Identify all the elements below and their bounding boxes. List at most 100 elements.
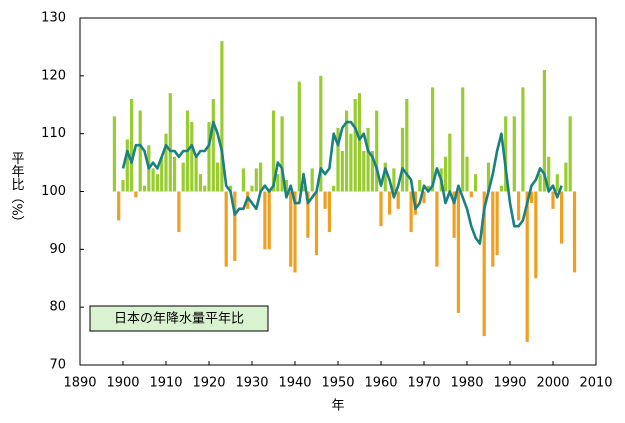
- bar: [525, 191, 529, 342]
- bar: [370, 151, 374, 192]
- bar: [568, 116, 572, 192]
- y-tick-label: 130: [41, 11, 66, 26]
- bar: [495, 191, 499, 256]
- bar: [349, 133, 353, 192]
- y-tick-label: 100: [41, 184, 66, 199]
- bar: [164, 133, 168, 192]
- bar: [284, 179, 288, 192]
- bar: [224, 191, 228, 267]
- y-tick-label: 120: [41, 68, 66, 83]
- bar: [233, 191, 237, 261]
- bar: [426, 185, 430, 192]
- bar: [190, 122, 194, 192]
- bar: [392, 168, 396, 192]
- bar: [138, 110, 142, 192]
- bar: [267, 191, 271, 250]
- bar: [276, 174, 280, 192]
- bar: [418, 179, 422, 192]
- y-axis-label: 平年比（%）: [9, 151, 25, 228]
- bar: [405, 98, 409, 192]
- x-tick-label: 2010: [579, 376, 612, 391]
- bar: [130, 98, 134, 192]
- bar: [112, 116, 116, 192]
- bar: [512, 116, 516, 192]
- bar: [280, 116, 284, 192]
- x-tick-label: 1970: [407, 376, 440, 391]
- bar: [461, 87, 465, 192]
- bar: [431, 87, 435, 192]
- line-series: [121, 120, 563, 245]
- x-tick-label: 1910: [149, 376, 182, 391]
- bar: [551, 191, 555, 209]
- bar: [555, 174, 559, 192]
- bar: [310, 168, 314, 192]
- bar: [443, 156, 448, 192]
- x-tick-label: 1980: [450, 376, 483, 391]
- y-tick-label: 90: [49, 242, 66, 257]
- x-tick-label: 2000: [536, 376, 569, 391]
- bar: [486, 162, 491, 192]
- bar: [388, 191, 392, 215]
- bar: [306, 191, 310, 238]
- bar: [228, 185, 233, 192]
- bar: [517, 191, 521, 221]
- legend-text: 日本の年降水量平年比: [114, 312, 244, 327]
- bar: [314, 191, 319, 256]
- bar: [345, 110, 349, 192]
- bar: [383, 162, 387, 192]
- bar: [181, 162, 185, 192]
- x-axis-label: 年: [331, 399, 344, 414]
- bar: [254, 168, 258, 192]
- bar: [117, 191, 121, 221]
- bar: [207, 122, 211, 192]
- bar: [366, 127, 370, 192]
- bar: [297, 81, 301, 192]
- x-tick-label: 1900: [106, 376, 139, 391]
- bar: [134, 191, 138, 198]
- bar: [289, 191, 293, 267]
- bar: [263, 191, 267, 250]
- bar: [564, 162, 568, 192]
- bar: [327, 191, 331, 232]
- bar: [293, 191, 297, 273]
- bar: [168, 93, 172, 192]
- bar: [534, 191, 538, 279]
- bar: [379, 191, 383, 227]
- bar: [422, 191, 426, 204]
- bar: [474, 174, 478, 192]
- bar: [362, 151, 366, 192]
- bar: [121, 179, 125, 192]
- bar: [142, 185, 147, 192]
- bar: [336, 127, 340, 192]
- bar: [409, 191, 413, 232]
- bar: [194, 156, 198, 192]
- bar: [241, 168, 245, 192]
- bar: [332, 185, 336, 192]
- bar: [375, 110, 379, 192]
- bar: [173, 156, 177, 192]
- bar: [538, 174, 542, 192]
- bar: [319, 75, 323, 192]
- bar: [211, 98, 215, 192]
- x-tick-label: 1950: [321, 376, 354, 391]
- bar: [220, 41, 224, 192]
- legend-box: [89, 305, 269, 332]
- x-tick-label: 1990: [493, 376, 526, 391]
- bar: [357, 93, 362, 192]
- y-tick-label: 110: [41, 126, 66, 141]
- bar: [482, 191, 486, 337]
- bar: [469, 191, 473, 198]
- bar: [448, 133, 452, 192]
- bar: [177, 191, 181, 232]
- bar: [547, 156, 551, 192]
- bar: [250, 185, 254, 192]
- bar: [529, 191, 534, 204]
- bar: [353, 98, 357, 192]
- bar: [323, 191, 327, 209]
- bar: [302, 185, 306, 192]
- bar: [203, 185, 207, 192]
- bar: [504, 116, 508, 192]
- bar: [572, 191, 577, 273]
- bar: [465, 156, 469, 192]
- x-tick-label: 1890: [63, 376, 96, 391]
